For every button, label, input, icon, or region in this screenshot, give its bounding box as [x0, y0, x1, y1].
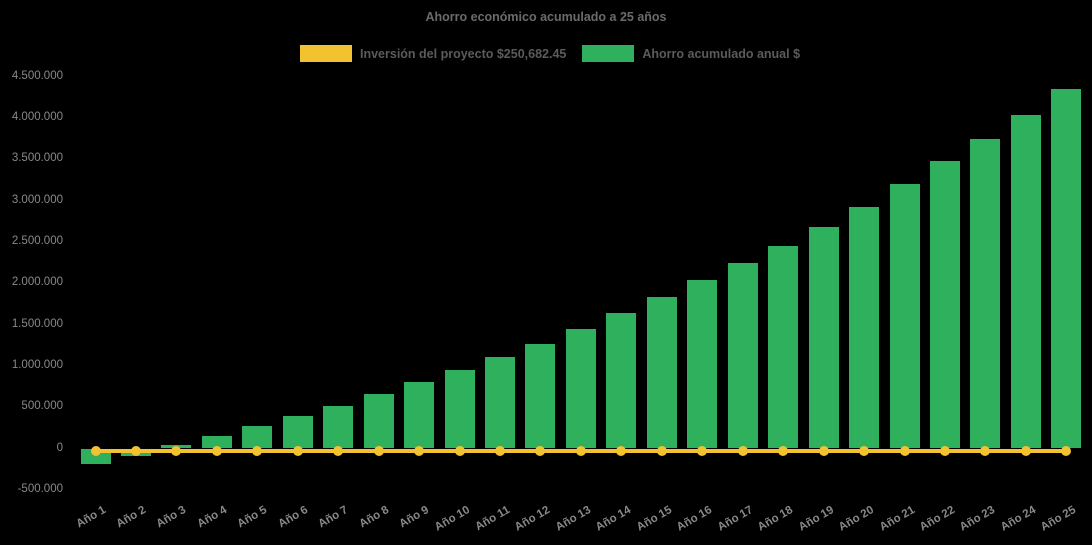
- legend: Inversión del proyecto $250,682.45 Ahorr…: [300, 45, 816, 62]
- investment-line-marker-ano-17: [737, 445, 748, 456]
- bar-ano-10: [444, 369, 475, 449]
- investment-line-marker-ano-11: [495, 445, 505, 456]
- investment-line-marker-ano-21: [899, 445, 910, 456]
- investment-line-marker-ano-13: [575, 445, 586, 456]
- legend-label-inversion: Inversión del proyecto $250,682.45: [360, 46, 567, 61]
- bar-ano-6: [282, 415, 313, 449]
- y-axis-tick-label: 2.000.000: [11, 276, 63, 289]
- bar-ano-25: [1051, 88, 1082, 449]
- legend-label-ahorro: Ahorro acumulado anual $: [642, 46, 801, 61]
- y-axis-tick-label: 3.500.000: [11, 152, 63, 165]
- bar-ano-16: [687, 279, 718, 449]
- y-axis-tick-label: 0: [56, 441, 63, 454]
- investment-line-marker-ano-20: [859, 445, 870, 456]
- investment-line-marker-ano-12: [535, 445, 546, 456]
- investment-line-marker-ano-14: [616, 445, 627, 456]
- investment-line-marker-ano-5: [252, 445, 263, 456]
- investment-line-marker-ano-25: [1061, 445, 1072, 456]
- bar-ano-24: [1010, 114, 1041, 449]
- investment-line-marker-ano-18: [778, 445, 789, 456]
- investment-line-marker-ano-9: [414, 445, 425, 456]
- investment-line-marker-ano-22: [939, 445, 950, 456]
- bar-ano-18: [768, 245, 799, 449]
- investment-line-marker-ano-7: [333, 445, 344, 456]
- bar-ano-11: [485, 357, 515, 449]
- investment-line-marker-ano-1: [90, 445, 101, 456]
- y-axis-tick-label: 4.500.000: [11, 69, 63, 82]
- bar-ano-4: [201, 436, 232, 449]
- legend-swatch-ahorro-icon: [582, 45, 635, 62]
- bar-ano-20: [849, 206, 880, 449]
- investment-line-marker-ano-3: [171, 445, 182, 456]
- y-axis-tick-label: 4.000.000: [11, 110, 63, 123]
- investment-line-marker-ano-10: [454, 445, 465, 456]
- bar-ano-15: [646, 297, 677, 449]
- bar-ano-8: [363, 393, 394, 449]
- bar-ano-22: [929, 161, 960, 449]
- y-axis-tick-label: 500.000: [21, 400, 63, 413]
- investment-line-marker-ano-2: [130, 445, 141, 456]
- investment-line-marker-ano-6: [292, 445, 303, 456]
- investment-line-marker-ano-24: [1020, 445, 1031, 456]
- investment-line-marker-ano-4: [211, 445, 222, 456]
- bar-ano-9: [404, 382, 435, 449]
- investment-line-marker-ano-23: [980, 445, 991, 456]
- investment-line-marker-ano-15: [656, 445, 667, 456]
- y-axis-tick-label: 1.000.000: [11, 358, 63, 371]
- investment-line-marker-ano-8: [373, 445, 384, 456]
- y-axis-tick-label: 3.000.000: [11, 193, 63, 206]
- bar-ano-12: [525, 343, 556, 449]
- bar-ano-23: [970, 138, 1001, 449]
- bar-ano-21: [889, 184, 920, 449]
- investment-line-marker-ano-16: [697, 445, 708, 456]
- y-axis-tick-label: 1.500.000: [11, 317, 63, 330]
- legend-swatch-inversion-icon: [300, 45, 352, 62]
- y-axis-tick-label: -500.000: [17, 482, 63, 495]
- bar-ano-17: [727, 263, 758, 449]
- bar-ano-19: [808, 226, 839, 449]
- bar-ano-13: [565, 329, 596, 449]
- investment-line-marker-ano-19: [818, 445, 829, 456]
- y-axis-tick-label: 2.500.000: [11, 234, 63, 247]
- bar-ano-7: [323, 405, 354, 449]
- bar-ano-5: [242, 426, 273, 449]
- chart-title: Ahorro económico acumulado a 25 años: [425, 10, 667, 24]
- bar-ano-14: [606, 313, 637, 449]
